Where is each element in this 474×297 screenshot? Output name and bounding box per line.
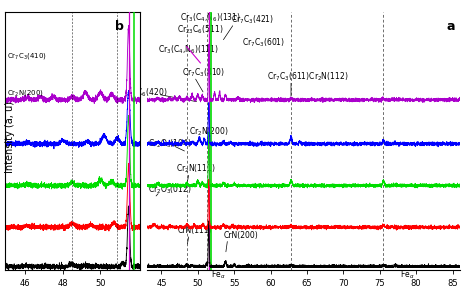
Text: Cr$_{23}$C$_6$(420): Cr$_{23}$C$_6$(420) <box>121 86 168 99</box>
Text: Cr$_7$C$_3$(601): Cr$_7$C$_3$(601) <box>242 36 285 49</box>
Text: Cr$_{23}$C$_6$(511): Cr$_{23}$C$_6$(511) <box>177 24 224 36</box>
Text: Cr$_3$(C$_4$,N$_6$)(131): Cr$_3$(C$_4$,N$_6$)(131) <box>180 11 241 24</box>
Text: Cr$_7$C$_3$(611)Cr$_2$N(112): Cr$_7$C$_3$(611)Cr$_2$N(112) <box>267 70 348 83</box>
Text: Cr$_7$C$_3$(410): Cr$_7$C$_3$(410) <box>7 51 46 61</box>
Text: Cr$_2$N(200): Cr$_2$N(200) <box>7 88 43 98</box>
Text: Cr$_7$C$_3$(421): Cr$_7$C$_3$(421) <box>231 13 273 26</box>
Text: Cr$_7$C$_3$(410): Cr$_7$C$_3$(410) <box>182 67 225 79</box>
Text: CrN(111): CrN(111) <box>177 226 212 235</box>
Text: Intensity (a, u): Intensity (a, u) <box>5 101 15 173</box>
Text: Cr$_2$N(111): Cr$_2$N(111) <box>176 163 216 175</box>
Text: Cr$_2$O$_3$(012): Cr$_2$O$_3$(012) <box>148 184 192 196</box>
Text: Fe$_\alpha$: Fe$_\alpha$ <box>400 269 415 281</box>
Text: b: b <box>115 20 124 33</box>
Text: Fe$_\alpha$: Fe$_\alpha$ <box>211 269 226 281</box>
Text: Cr$_3$(C$_4$,N$_6$)(111): Cr$_3$(C$_4$,N$_6$)(111) <box>158 44 219 56</box>
Text: Cr$_2$N(200): Cr$_2$N(200) <box>189 126 229 138</box>
Text: CrN(200): CrN(200) <box>223 231 258 240</box>
Text: a: a <box>447 20 455 33</box>
Text: Cr$_2$O$_3$(104): Cr$_2$O$_3$(104) <box>148 137 192 150</box>
